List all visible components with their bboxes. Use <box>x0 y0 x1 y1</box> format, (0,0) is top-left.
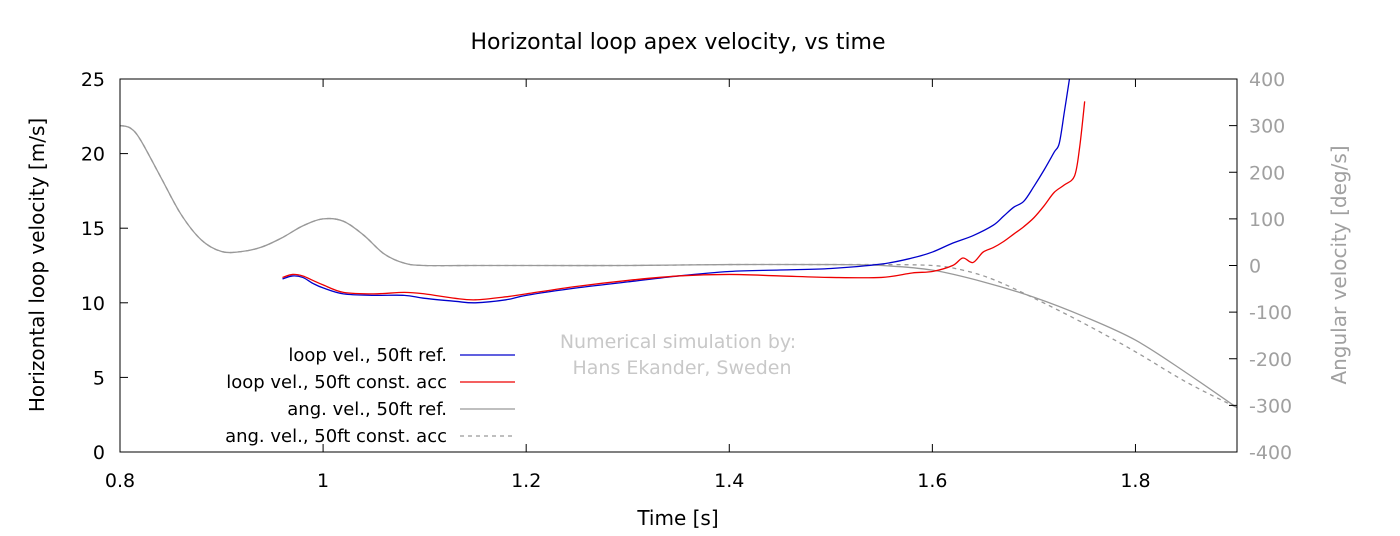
series-line-1 <box>282 78 1071 304</box>
legend-label: ang. vel., 50ft const. acc <box>225 426 447 447</box>
y2-tick-label: 0 <box>1249 256 1261 278</box>
y2-axis: -400 -300 -200 -100 0 100 200 300 400 <box>1229 69 1292 464</box>
x-tick-label: 0.8 <box>105 470 135 492</box>
x-tick-label: 1.6 <box>917 470 947 492</box>
y2-tick-label: -400 <box>1249 442 1292 464</box>
annotation: Numerical simulation by: Hans Ekander, S… <box>560 331 796 379</box>
annotation-line-1: Numerical simulation by: <box>560 331 796 353</box>
y-tick-label: 15 <box>81 218 105 240</box>
x-tick-label: 1.8 <box>1120 470 1150 492</box>
y-tick-label: 5 <box>93 367 105 389</box>
y2-tick-label: -100 <box>1249 302 1292 324</box>
legend: loop vel., 50ft ref. loop vel., 50ft cons… <box>225 345 515 447</box>
x-tick-label: 1.2 <box>511 470 541 492</box>
y-tick-label: 25 <box>81 69 105 91</box>
series-layer <box>119 78 1238 409</box>
x-axis-title: Time [s] <box>636 506 718 530</box>
y-tick-label: 20 <box>81 144 105 166</box>
y-tick-label: 10 <box>81 293 105 315</box>
series-line-2 <box>282 101 1086 301</box>
y-axis: 0 5 10 15 20 25 <box>81 69 128 464</box>
y2-tick-label: 200 <box>1249 162 1285 184</box>
legend-label: loop vel., 50ft ref. <box>288 345 447 366</box>
y2-tick-label: -200 <box>1249 349 1292 371</box>
y-axis-title: Horizontal loop velocity [m/s] <box>25 118 49 412</box>
y2-tick-label: -300 <box>1249 395 1292 417</box>
chart-title: Horizontal loop apex velocity, vs time <box>470 30 885 55</box>
annotation-line-2: Hans Ekander, Sweden <box>573 357 792 379</box>
x-tick-label: 1 <box>317 470 329 492</box>
x-tick-label: 1.4 <box>714 470 744 492</box>
series-line-4 <box>119 124 1238 409</box>
y2-tick-label: 100 <box>1249 209 1285 231</box>
y2-tick-label: 300 <box>1249 116 1285 138</box>
legend-label: ang. vel., 50ft ref. <box>287 399 447 420</box>
y-tick-label: 0 <box>93 442 105 464</box>
y2-tick-label: 400 <box>1249 69 1285 91</box>
x-axis: 0.8 1 1.2 1.4 1.6 1.8 <box>105 79 1151 492</box>
y2-axis-title: Angular velocity [deg/s] <box>1327 145 1351 384</box>
legend-label: loop vel., 50ft const. acc <box>226 372 447 393</box>
